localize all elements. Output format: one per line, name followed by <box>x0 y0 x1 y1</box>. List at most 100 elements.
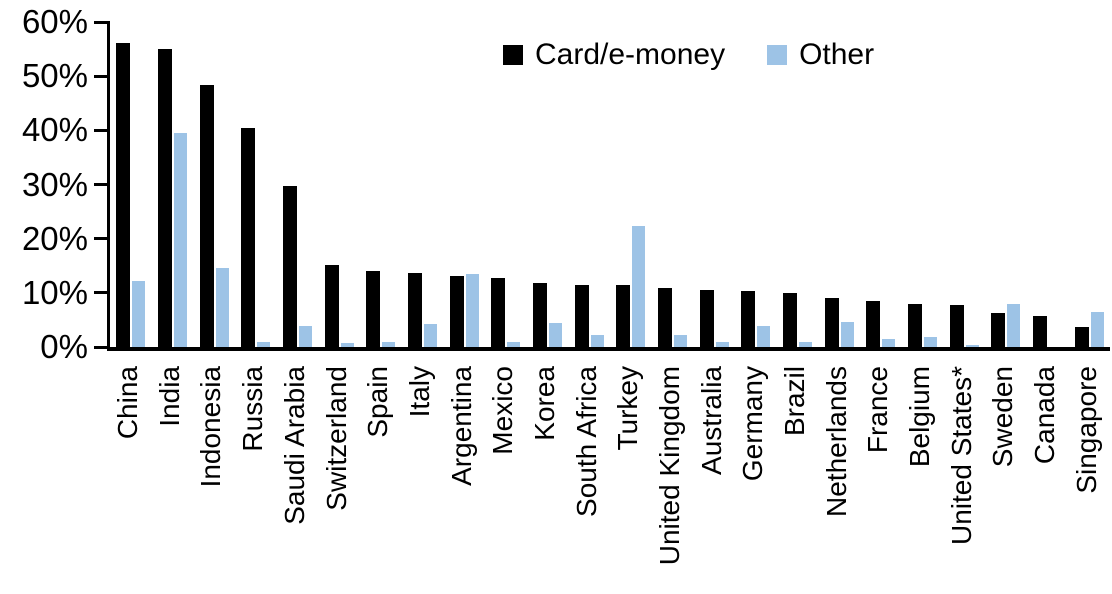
x-tick-label: Russia <box>237 366 269 452</box>
bar-group <box>610 22 652 347</box>
bar-card-e-money <box>491 278 506 347</box>
bar-group <box>568 22 610 347</box>
bar-other <box>174 132 187 347</box>
x-tick-label: Canada <box>1028 366 1060 465</box>
x-label-cell: Argentina <box>440 366 482 486</box>
bar-other <box>882 339 896 347</box>
x-label-cell: Netherlands <box>815 366 857 517</box>
bar-card-e-money <box>908 303 923 347</box>
x-label-cell: Korea <box>524 366 566 441</box>
y-tick-mark <box>94 291 110 295</box>
x-label-cell: Indonesia <box>190 366 232 487</box>
x-tick-label: Saudi Arabia <box>278 366 310 525</box>
legend-swatch-other-icon <box>767 45 788 65</box>
x-label-cell: Russia <box>232 366 274 452</box>
x-tick-label: Brazil <box>778 366 810 437</box>
bar-other <box>215 268 229 347</box>
bar-other <box>799 341 813 347</box>
bar-other <box>257 341 271 347</box>
bar-card-e-money <box>824 297 839 347</box>
x-tick-label: Korea <box>528 366 560 441</box>
y-tick-mark <box>94 345 110 349</box>
bar-card-e-money <box>116 42 131 347</box>
bar-card-e-money <box>783 293 798 347</box>
x-tick-label: Argentina <box>445 366 477 486</box>
x-label-cell: Canada <box>1024 366 1066 464</box>
bar-groups <box>110 22 1110 347</box>
x-label-cell: Belgium <box>899 366 941 467</box>
bar-group <box>402 22 444 347</box>
x-tick-label: Sweden <box>987 366 1019 468</box>
bar-group <box>985 22 1027 347</box>
bar-other <box>1007 304 1021 347</box>
y-tick-label: 10% <box>21 273 88 311</box>
x-label-cell: Italy <box>399 366 441 417</box>
x-tick-label: China <box>112 366 144 440</box>
bar-group <box>485 22 527 347</box>
x-label-cell: Australia <box>690 366 732 475</box>
bar-other <box>924 337 938 347</box>
bar-other <box>299 325 313 347</box>
x-label-cell: Germany <box>732 366 774 481</box>
bar-other <box>840 322 854 347</box>
legend-label-other: Other <box>799 38 875 71</box>
x-label-cell: Mexico <box>482 366 524 455</box>
bar-card-e-money <box>199 85 214 347</box>
x-label-cell: Spain <box>357 366 399 438</box>
x-tick-label: Mexico <box>487 366 519 455</box>
bar-group <box>777 22 819 347</box>
x-tick-label: Italy <box>403 366 435 418</box>
x-tick-label: France <box>862 366 894 454</box>
bar-card-e-money <box>866 300 881 347</box>
x-label-cell: Sweden <box>982 366 1024 467</box>
bar-card-e-money <box>533 282 548 347</box>
bar-card-e-money <box>991 312 1006 347</box>
x-label-cell: India <box>149 366 191 427</box>
bar-other <box>382 341 396 347</box>
x-tick-label: Singapore <box>1070 366 1102 494</box>
bar-group <box>193 22 235 347</box>
y-tick-mark <box>94 128 110 132</box>
x-tick-label: Australia <box>695 366 727 475</box>
bar-card-e-money <box>616 285 631 347</box>
bar-group <box>652 22 694 347</box>
x-label-cell: Brazil <box>774 366 816 436</box>
x-tick-label: India <box>153 366 185 427</box>
bar-card-e-money <box>574 284 589 347</box>
bar-other <box>674 335 688 347</box>
bar-card-e-money <box>699 289 714 347</box>
bar-card-e-money <box>283 185 298 347</box>
bar-card-e-money <box>1033 316 1048 347</box>
bar-other <box>424 323 438 347</box>
y-tick-label: 40% <box>21 111 88 149</box>
y-tick-label: 50% <box>21 57 88 95</box>
bar-other <box>507 341 521 347</box>
bar-group <box>152 22 194 347</box>
y-tick-mark <box>94 183 110 186</box>
x-label-cell: South Africa <box>565 366 607 517</box>
bar-card-e-money <box>408 272 423 347</box>
x-tick-label: United States* <box>945 366 977 545</box>
bar-group <box>527 22 569 347</box>
legend-swatch-card-e-money-icon <box>503 45 523 65</box>
legend-item-card-e-money: Card/e-money <box>503 40 725 70</box>
legend-item-other: Other <box>767 40 874 70</box>
x-tick-label: Turkey <box>612 366 644 451</box>
bar-group <box>360 22 402 347</box>
x-label-cell: France <box>857 366 899 453</box>
bar-other <box>632 225 646 347</box>
y-tick-label: 0% <box>40 328 88 365</box>
bar-group <box>693 22 735 347</box>
bar-group <box>735 22 777 347</box>
bar-card-e-money <box>241 127 256 347</box>
bar-other <box>590 335 604 347</box>
legend-label-card-e-money: Card/e-money <box>535 38 726 71</box>
bar-group <box>443 22 485 347</box>
y-tick-mark <box>94 74 110 78</box>
x-tick-label: United Kingdom <box>653 366 685 566</box>
x-label-cell: United States* <box>940 366 982 545</box>
bar-group <box>902 22 944 347</box>
bar-group <box>110 22 152 347</box>
bar-group <box>235 22 277 347</box>
bar-card-e-money <box>324 264 339 347</box>
